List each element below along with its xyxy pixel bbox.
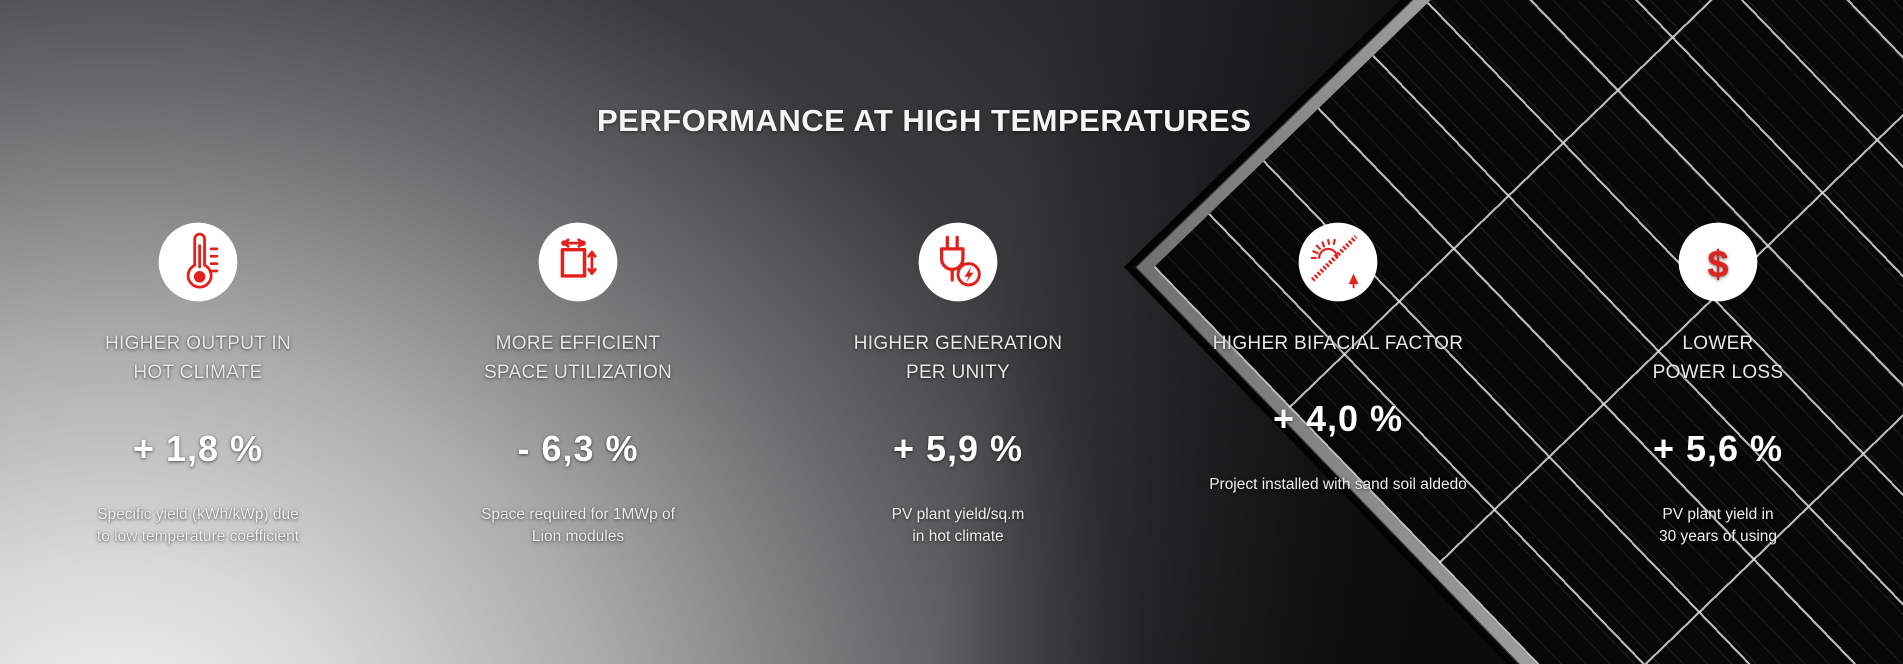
- svg-text:$: $: [1708, 243, 1729, 285]
